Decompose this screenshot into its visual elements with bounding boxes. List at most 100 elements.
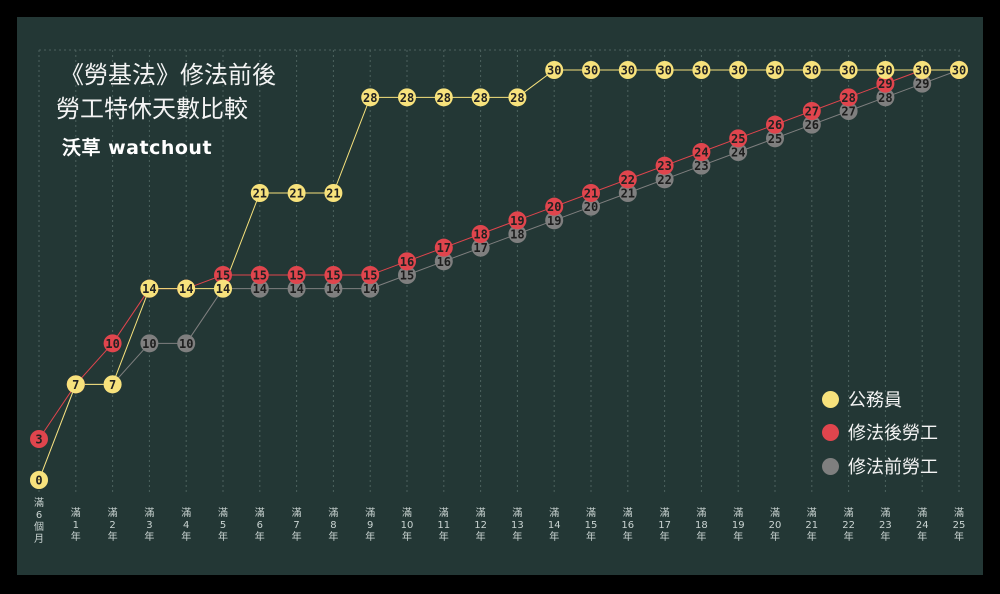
data-point xyxy=(30,471,48,489)
data-label: 15 xyxy=(216,269,230,283)
data-label: 28 xyxy=(400,91,414,105)
data-point xyxy=(361,88,380,107)
legend-swatch xyxy=(822,390,839,408)
data-point xyxy=(398,252,416,271)
series-line xyxy=(38,69,959,481)
series-line xyxy=(38,69,960,481)
data-point xyxy=(140,334,159,353)
data-point xyxy=(471,238,490,257)
data-label: 30 xyxy=(547,64,561,78)
data-point xyxy=(103,375,122,394)
data-label: 30 xyxy=(805,64,819,78)
data-point xyxy=(214,266,232,284)
legend-swatch xyxy=(822,457,839,475)
data-label: 29 xyxy=(878,77,892,91)
data-point xyxy=(214,279,232,298)
data-point xyxy=(729,61,748,79)
data-point xyxy=(618,170,637,189)
data-label: 10 xyxy=(179,337,193,351)
data-label: 15 xyxy=(400,269,414,283)
data-label: 14 xyxy=(326,282,340,296)
legend-label: 修法後勞工 xyxy=(848,423,938,444)
data-point xyxy=(876,88,895,107)
x-tick-label: 滿 25 年 xyxy=(953,506,966,543)
data-label: 0 xyxy=(35,474,42,488)
data-label: 17 xyxy=(473,241,487,255)
data-point xyxy=(140,279,159,298)
data-label: 21 xyxy=(253,187,267,201)
chart-title-line-2: 勞工特休天數比較 xyxy=(56,95,248,123)
data-point xyxy=(508,225,527,243)
data-label: 22 xyxy=(657,173,671,187)
data-label: 25 xyxy=(731,132,745,146)
data-label: 30 xyxy=(915,64,929,78)
data-label: 30 xyxy=(878,64,892,78)
data-point xyxy=(471,88,490,107)
data-label: 26 xyxy=(805,118,819,132)
data-point xyxy=(545,197,564,216)
x-tick-label: 滿 24 年 xyxy=(916,506,929,543)
data-point xyxy=(361,279,380,298)
data-point xyxy=(324,266,343,284)
data-label: 18 xyxy=(473,228,487,242)
legend-swatch xyxy=(822,423,839,441)
data-label: 23 xyxy=(657,159,671,173)
data-point xyxy=(655,61,674,79)
data-point xyxy=(508,88,527,107)
data-point xyxy=(692,61,711,79)
data-label: 20 xyxy=(547,200,561,214)
data-point xyxy=(802,102,821,120)
data-label: 28 xyxy=(473,91,487,105)
x-tick-label: 滿 20 年 xyxy=(769,506,782,543)
data-point xyxy=(950,61,968,79)
data-label: 19 xyxy=(547,214,561,228)
data-label: 30 xyxy=(657,64,671,78)
data-label: 7 xyxy=(72,378,79,392)
data-point xyxy=(692,143,711,161)
data-point xyxy=(508,211,527,230)
data-point xyxy=(434,88,453,107)
data-label: 27 xyxy=(841,105,855,119)
data-label: 30 xyxy=(731,64,745,78)
data-point xyxy=(250,184,269,202)
data-label: 15 xyxy=(253,269,267,283)
data-point xyxy=(876,61,895,79)
data-label: 15 xyxy=(363,269,377,283)
x-tick-label: 滿 6 個月 xyxy=(34,496,44,545)
data-label: 26 xyxy=(768,118,782,132)
x-tick-label: 滿 21 年 xyxy=(805,506,818,543)
x-tick-label: 滿 17 年 xyxy=(658,506,671,543)
data-point xyxy=(802,61,821,79)
data-label: 14 xyxy=(289,282,303,296)
data-point xyxy=(545,61,564,79)
legend-item-labor-before: 修法前勞工 xyxy=(822,453,938,479)
data-point xyxy=(876,74,895,93)
data-label: 21 xyxy=(289,187,303,201)
data-point xyxy=(250,266,269,284)
data-label: 28 xyxy=(363,91,377,105)
data-point xyxy=(545,211,564,230)
data-point xyxy=(287,184,306,202)
data-point xyxy=(729,143,748,161)
data-point xyxy=(766,129,784,148)
data-point xyxy=(655,156,674,175)
data-label: 14 xyxy=(216,282,230,296)
data-point xyxy=(66,375,85,394)
data-label: 30 xyxy=(768,64,782,78)
data-point xyxy=(766,115,784,134)
data-label: 17 xyxy=(437,241,451,255)
data-point xyxy=(471,225,490,243)
data-label: 16 xyxy=(400,255,414,269)
data-point xyxy=(287,266,306,284)
data-label: 3 xyxy=(35,433,42,447)
data-point xyxy=(434,238,453,257)
data-point xyxy=(839,61,858,79)
x-tick-label: 滿 12 年 xyxy=(474,506,487,543)
data-label: 15 xyxy=(289,269,303,283)
